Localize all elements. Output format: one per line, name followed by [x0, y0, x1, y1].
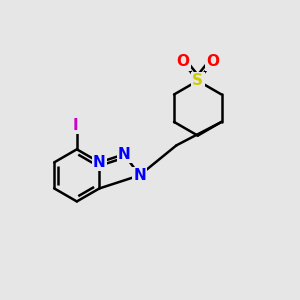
- Text: N: N: [93, 155, 106, 170]
- Text: O: O: [176, 55, 189, 70]
- Text: O: O: [206, 55, 219, 70]
- Text: I: I: [73, 118, 79, 133]
- Text: N: N: [118, 147, 130, 162]
- Text: S: S: [192, 73, 203, 88]
- Text: N: N: [133, 168, 146, 183]
